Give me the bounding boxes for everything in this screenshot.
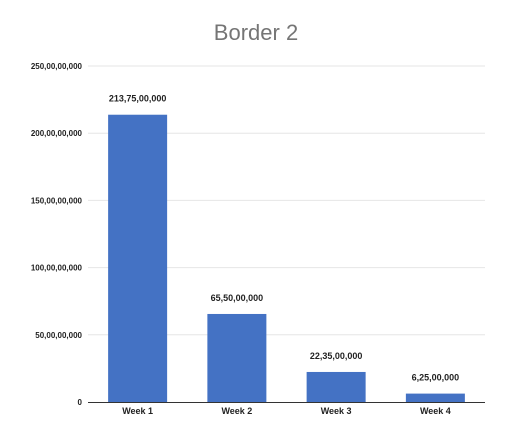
y-tick-label: 200,00,00,000 — [31, 129, 83, 138]
y-axis-ticks: 0 50,00,00,000 100,00,00,000 150,00,00,000 2… — [31, 62, 83, 407]
data-labels: 213,75,00,000 65,50,00,000 22,35,00,000 6,2… — [109, 94, 459, 383]
bar — [207, 313, 267, 402]
data-label: 6,25,00,000 — [412, 373, 460, 383]
bar — [306, 371, 366, 402]
data-label: 65,50,00,000 — [211, 293, 264, 303]
y-tick-label: 50,00,00,000 — [35, 331, 82, 340]
x-tick-label: Week 3 — [321, 406, 352, 416]
x-axis-ticks: Week 1 Week 2 Week 3 Week 4 — [122, 406, 451, 416]
y-tick-label: 100,00,00,000 — [31, 264, 83, 273]
data-label: 213,75,00,000 — [109, 94, 167, 104]
x-tick-label: Week 1 — [122, 406, 153, 416]
bars — [108, 114, 465, 402]
data-label: 22,35,00,000 — [310, 351, 363, 361]
chart-title: Border 2 — [214, 20, 298, 45]
bar — [405, 393, 465, 402]
x-tick-label: Week 2 — [221, 406, 252, 416]
y-tick-label: 0 — [78, 398, 83, 407]
x-tick-label: Week 4 — [420, 406, 451, 416]
bar — [108, 114, 168, 402]
y-tick-label: 250,00,00,000 — [31, 62, 83, 71]
y-tick-label: 150,00,00,000 — [31, 196, 83, 205]
